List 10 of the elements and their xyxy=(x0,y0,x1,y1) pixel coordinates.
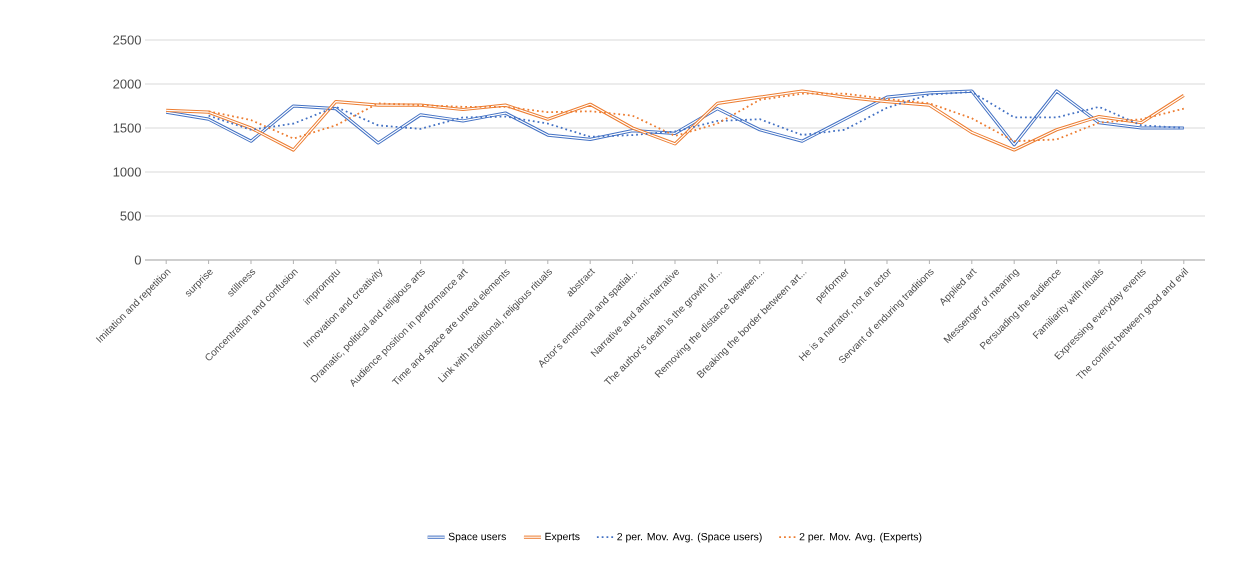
y-tick-label: 2500 xyxy=(113,35,141,45)
y-tick-label: 0 xyxy=(134,255,141,265)
y-tick-label: 2000 xyxy=(113,79,141,89)
legend-label: 2 per. Mov. Avg. (Space users) xyxy=(617,532,762,543)
legend-label: Experts xyxy=(545,532,580,543)
y-tick-label: 1000 xyxy=(113,167,141,177)
y-tick-label: 1500 xyxy=(113,123,141,133)
y-tick-label: 500 xyxy=(120,211,141,221)
legend-label: 2 per. Mov. Avg. (Experts) xyxy=(799,532,922,543)
legend-label: Space users xyxy=(448,532,506,543)
